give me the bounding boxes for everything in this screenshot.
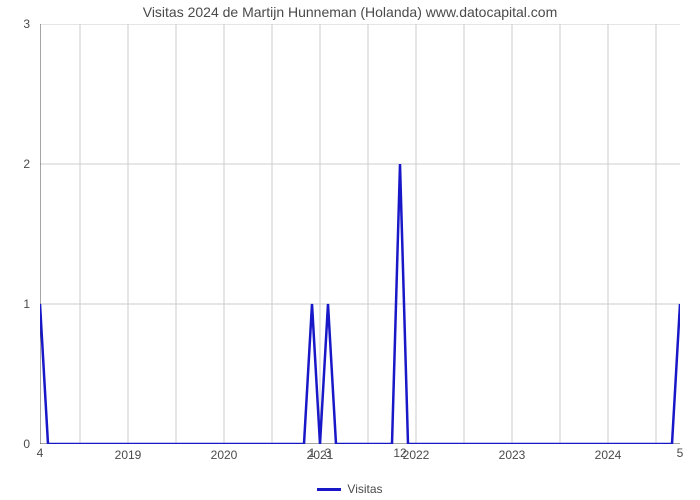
chart-title: Visitas 2024 de Martijn Hunneman (Holand… xyxy=(0,4,700,20)
legend: Visitas xyxy=(0,482,700,496)
x-axis-labels: 2019 2020 2021 2022 2023 2024 xyxy=(40,448,680,464)
x-tick-label: 2022 xyxy=(403,448,430,462)
x-tick-label: 2020 xyxy=(211,448,238,462)
x-tick-label: 2021 xyxy=(307,448,334,462)
plot-area xyxy=(40,24,680,444)
x-tick-label: 2023 xyxy=(499,448,526,462)
y-tick-label: 3 xyxy=(23,17,30,31)
legend-label: Visitas xyxy=(347,482,382,496)
y-axis-labels: 0123 xyxy=(0,24,36,444)
y-tick-label: 1 xyxy=(23,297,30,311)
legend-line xyxy=(317,488,341,491)
y-tick-label: 0 xyxy=(23,437,30,451)
y-tick-label: 2 xyxy=(23,157,30,171)
plot-svg xyxy=(40,24,680,444)
x-tick-label: 2019 xyxy=(115,448,142,462)
x-tick-label: 2024 xyxy=(595,448,622,462)
chart-container: Visitas 2024 de Martijn Hunneman (Holand… xyxy=(0,0,700,500)
